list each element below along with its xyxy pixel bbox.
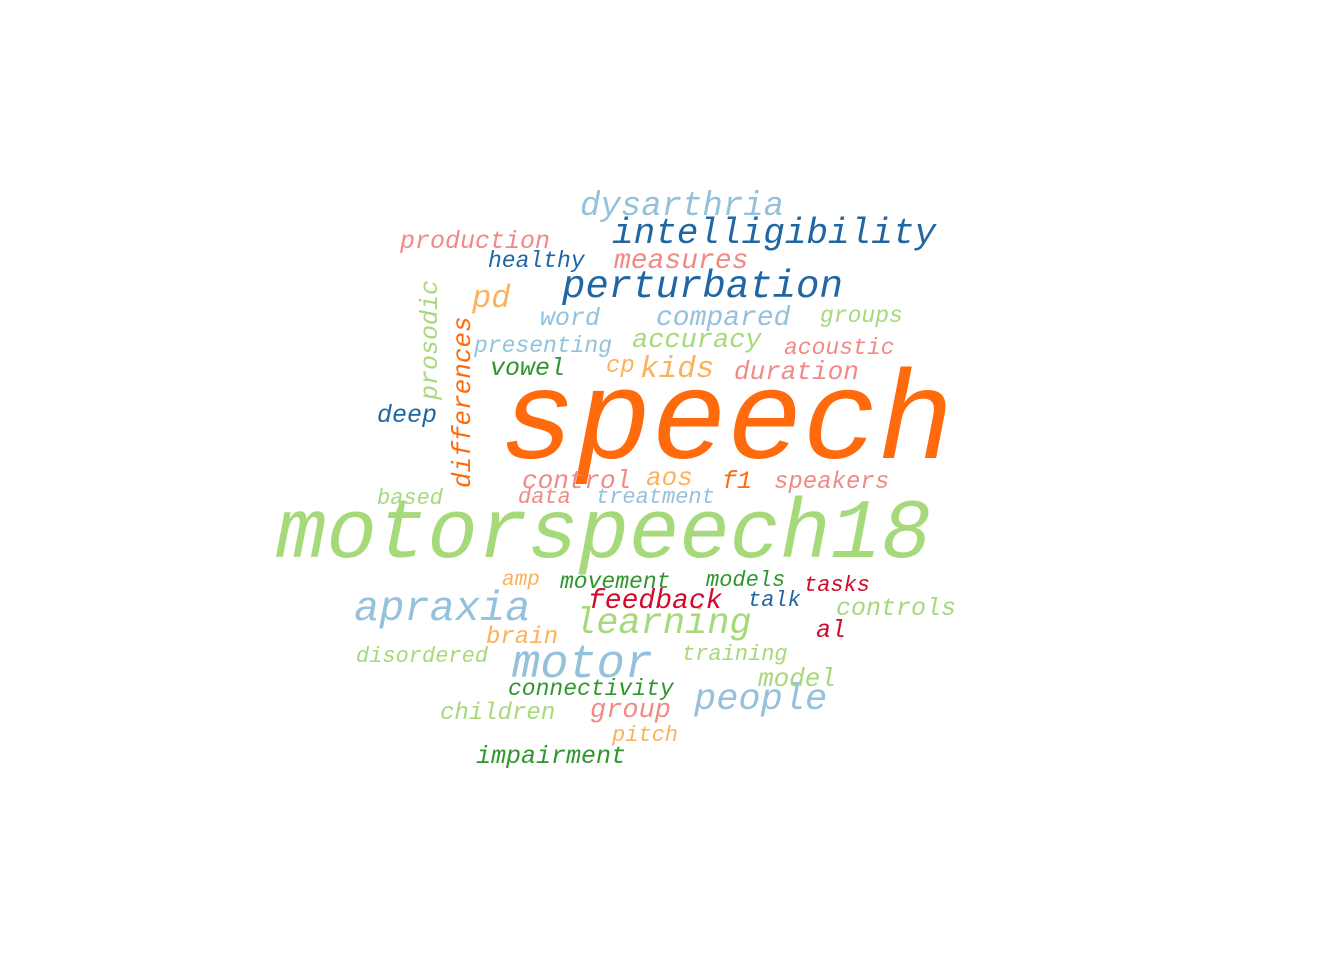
word-feedback: feedback xyxy=(588,586,723,617)
word-production: production xyxy=(400,227,551,256)
word-controls: controls xyxy=(836,594,957,623)
word-talk: talk xyxy=(748,588,801,613)
word-tasks: tasks xyxy=(804,573,871,598)
word-duration: duration xyxy=(734,357,859,387)
word-motorspeech18: motorspeech18 xyxy=(276,488,932,583)
word-speech: speech xyxy=(500,353,954,496)
word-compared: compared xyxy=(656,303,791,334)
word-presenting: presenting xyxy=(474,333,613,359)
word-kids: kids xyxy=(640,352,715,387)
word-pitch: pitch xyxy=(612,723,679,748)
word-dysarthria: dysarthria xyxy=(580,188,785,226)
word-al: al xyxy=(816,616,847,645)
word-data: data xyxy=(518,485,571,510)
word-model: model xyxy=(758,664,837,694)
word-disordered: disordered xyxy=(356,644,489,669)
word-cp: cp xyxy=(606,353,635,380)
word-accuracy: accuracy xyxy=(632,326,762,356)
word-differences: differences xyxy=(448,316,478,488)
word-speakers: speakers xyxy=(774,469,890,496)
word-deep: deep xyxy=(377,401,438,430)
word-people: people xyxy=(694,679,828,721)
word-group: group xyxy=(590,696,672,726)
word-motor: motor xyxy=(512,639,654,692)
word-acoustic: acoustic xyxy=(784,335,895,361)
word-aos: aos xyxy=(646,463,693,493)
word-measures: measures xyxy=(614,246,749,277)
word-pd: pd xyxy=(472,280,511,317)
word-children: children xyxy=(440,700,556,727)
word-groups: groups xyxy=(820,303,903,329)
word-learning: learning xyxy=(574,603,752,645)
word-intelligibility: intelligibility xyxy=(612,213,937,254)
word-apraxia: apraxia xyxy=(354,585,531,633)
word-brain: brain xyxy=(486,624,559,651)
word-connectivity: connectivity xyxy=(508,676,674,702)
word-word: word xyxy=(540,304,601,333)
word-amp: amp xyxy=(502,569,540,592)
word-f1: f1 xyxy=(722,467,753,496)
word-treatment: treatment xyxy=(596,485,715,510)
word-training: training xyxy=(682,642,788,667)
word-vowel: vowel xyxy=(490,354,566,383)
word-models: models xyxy=(706,568,786,593)
word-impairment: impairment xyxy=(476,742,627,771)
word-healthy: healthy xyxy=(488,248,585,274)
word-prosodic: prosodic xyxy=(416,279,445,400)
word-control: control xyxy=(522,466,632,496)
word-movement: movement xyxy=(560,569,671,595)
word-based: based xyxy=(377,486,444,511)
word-perturbation: perturbation xyxy=(562,265,843,309)
